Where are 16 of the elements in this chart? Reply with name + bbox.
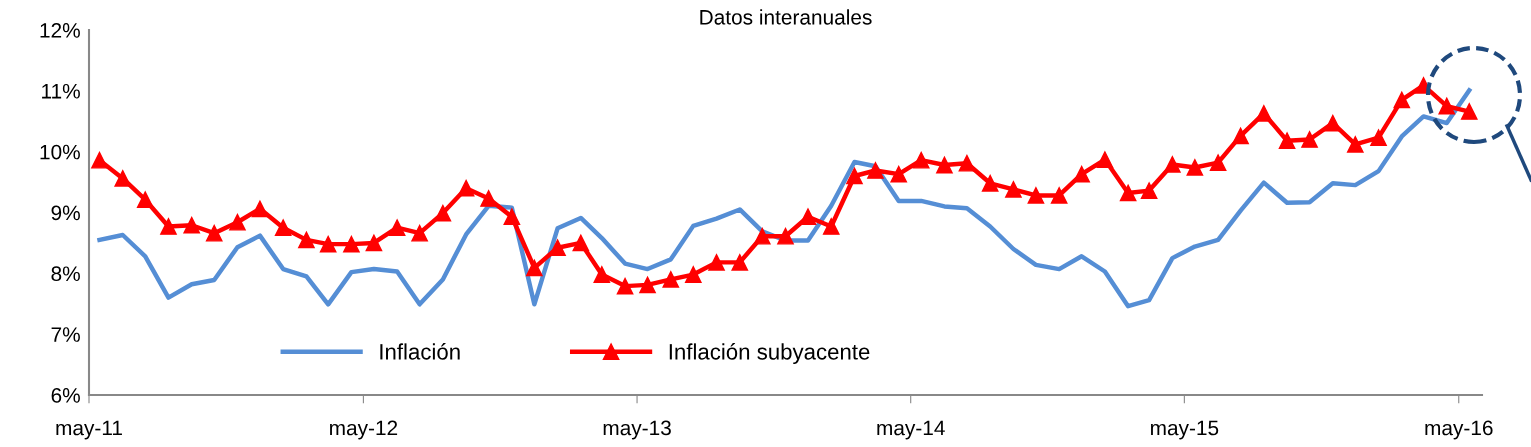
y-tick-label: 9% [51, 205, 80, 221]
chart-title: Datos interanuales [700, 9, 872, 25]
y-tick-label: 12% [40, 23, 80, 38]
y-tick-label: 11% [42, 83, 80, 99]
y-tick-label: 8% [51, 266, 80, 282]
x-tick-label: may-13 [603, 420, 671, 440]
y-tick-label: 7% [51, 327, 80, 342]
x-tick-label: may-14 [877, 420, 945, 440]
legend-label: Inflación [380, 343, 460, 360]
y-tick-label: 6% [51, 388, 80, 403]
x-tick-label: may-16 [1425, 420, 1493, 440]
x-tick-label: may-15 [1151, 420, 1219, 440]
y-tick-label: 10% [40, 144, 80, 160]
x-tick-label: may-12 [330, 420, 398, 440]
x-tick-label: may-11 [56, 420, 122, 440]
legend-label: Inflación subyacente [669, 343, 870, 365]
